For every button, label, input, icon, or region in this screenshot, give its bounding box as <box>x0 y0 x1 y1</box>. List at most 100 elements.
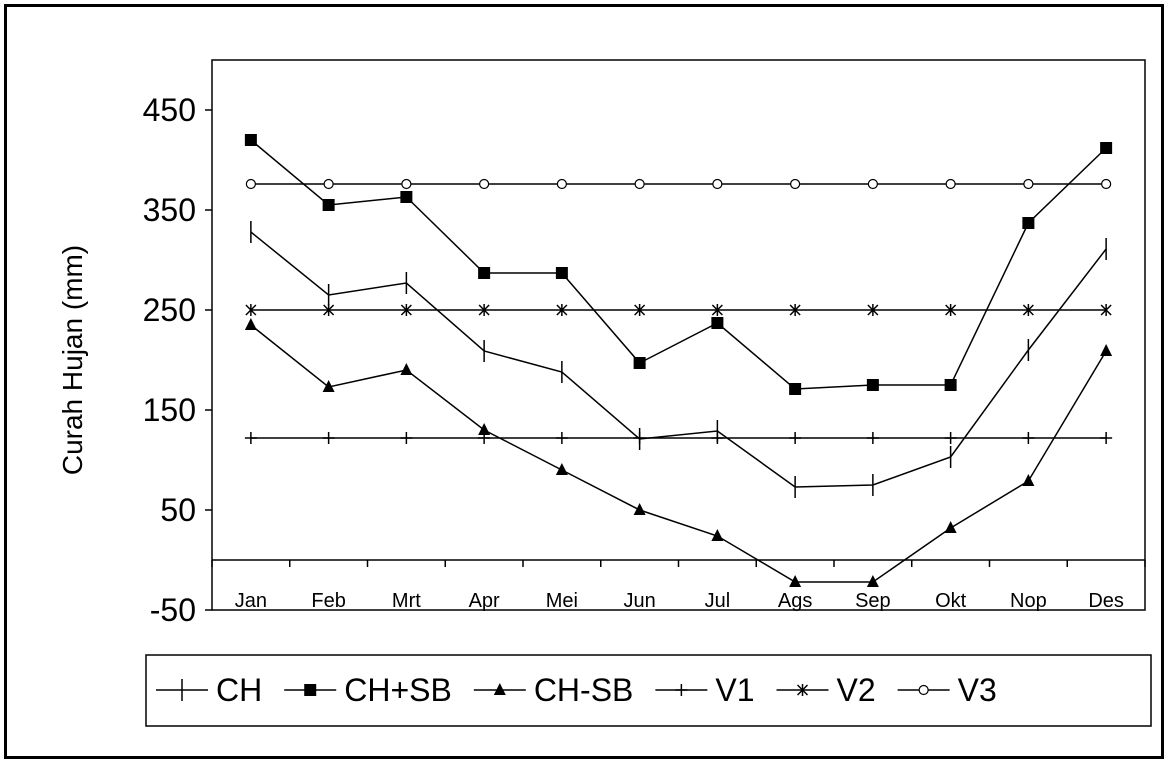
point-v2 <box>634 304 646 316</box>
point-ch-plus-sb <box>633 357 646 369</box>
point-v2 <box>945 304 957 316</box>
y-tick-label: -50 <box>150 592 196 628</box>
point-v3 <box>867 178 878 190</box>
point-v1 <box>555 432 568 444</box>
point-ch-sb <box>478 423 491 435</box>
point-ch-plus-sb <box>1100 142 1113 154</box>
x-tick-label: Jul <box>705 590 731 612</box>
point-v2 <box>789 304 801 316</box>
point-v3 <box>556 178 567 190</box>
series-v1 <box>244 432 1113 444</box>
legend-item-ch-sb: CH-SB <box>473 672 634 708</box>
legend-marker <box>493 683 506 695</box>
plot-area <box>211 59 1146 611</box>
x-tick-label: Sep <box>855 590 891 612</box>
point-v1 <box>866 432 879 444</box>
point-v2 <box>711 304 723 316</box>
legend-label: CH+SB <box>344 672 452 708</box>
y-axis-title: Curah Hujan (mm) <box>57 245 88 475</box>
point-v3 <box>1101 178 1112 190</box>
y-tick-label: 350 <box>143 192 196 228</box>
point-v1 <box>1022 432 1035 444</box>
point-v2 <box>1022 304 1034 316</box>
point-ch-sb <box>633 503 646 515</box>
y-tick-label: 250 <box>143 292 196 328</box>
point-v2 <box>1100 304 1112 316</box>
point-v1 <box>944 432 957 444</box>
point-ch-sb <box>866 575 879 587</box>
legend-item-ch-plus-sb: CH+SB <box>284 672 452 708</box>
point-v2 <box>245 304 257 316</box>
legend-label: CH <box>216 672 262 708</box>
legend-item-v3: V3 <box>897 672 997 708</box>
point-ch-sb <box>555 463 568 475</box>
x-tick-label: Mei <box>546 590 578 612</box>
point-ch-sb <box>711 529 724 541</box>
x-tick-label: Nop <box>1010 590 1047 612</box>
point-v2 <box>556 304 568 316</box>
point-ch-plus-sb <box>944 379 957 391</box>
point-ch-plus-sb <box>1022 217 1035 229</box>
point-v2 <box>400 304 412 316</box>
point-ch-sb <box>944 521 957 533</box>
x-tick-label: Jun <box>624 590 656 612</box>
series-line-ch <box>250 231 1107 488</box>
point-ch-plus-sb <box>789 383 802 395</box>
point-v2 <box>478 304 490 316</box>
series-ch <box>250 221 1107 498</box>
point-ch-plus-sb <box>866 379 879 391</box>
legend: CH CH+SB CH-SB V1 V2 V3 <box>145 654 1152 727</box>
point-v3 <box>479 178 490 190</box>
point-ch-plus-sb <box>244 134 257 146</box>
point-ch-sb <box>1100 344 1113 356</box>
point-v3 <box>401 178 412 190</box>
point-v3 <box>945 178 956 190</box>
chart-frame <box>4 4 1164 759</box>
point-v1 <box>478 432 491 444</box>
x-tick-label: Jan <box>235 590 267 612</box>
point-ch-plus-sb <box>711 317 724 329</box>
point-v3 <box>323 178 334 190</box>
x-tick-label: Mrt <box>392 590 421 612</box>
point-v1 <box>711 432 724 444</box>
point-v1 <box>400 432 413 444</box>
legend-label: CH-SB <box>534 672 634 708</box>
point-ch-sb <box>1022 474 1035 486</box>
y-tick-label: 450 <box>143 92 196 128</box>
series-line-ch-plus-sb <box>250 139 1107 390</box>
point-v1 <box>789 432 802 444</box>
point-v1 <box>244 432 257 444</box>
point-v3 <box>634 178 645 190</box>
point-v1 <box>633 432 646 444</box>
point-ch-sb <box>322 380 335 392</box>
point-v2 <box>867 304 879 316</box>
legend-marker <box>304 684 317 696</box>
point-ch-plus-sb <box>555 267 568 279</box>
legend-label: V3 <box>958 672 997 708</box>
series-ch-sb <box>244 318 1113 587</box>
series-layer <box>244 134 1113 587</box>
legend-label: V1 <box>715 672 754 708</box>
point-ch-plus-sb <box>322 199 335 211</box>
point-ch-plus-sb <box>400 191 413 203</box>
legend-item-v2: V2 <box>776 672 876 708</box>
point-ch-plus-sb <box>478 267 491 279</box>
x-tick-label: Des <box>1088 590 1124 612</box>
point-v1 <box>1100 432 1113 444</box>
axis-layer: 450 350 250 150 50 -50 Jan Feb Mrt Apr Mei Jun Jul Ag… <box>143 59 1146 628</box>
point-v3 <box>790 178 801 190</box>
x-tick-label: Feb <box>311 590 345 612</box>
legend-label: V2 <box>837 672 876 708</box>
legend-marker <box>796 684 809 696</box>
y-tick-label: 50 <box>160 492 196 528</box>
legend-marker <box>918 684 929 696</box>
legend-marker <box>675 684 688 696</box>
point-v3 <box>1023 178 1034 190</box>
series-v2 <box>245 304 1112 316</box>
point-v1 <box>322 432 335 444</box>
series-line-ch-sb <box>250 324 1107 583</box>
x-tick-label: Apr <box>469 590 500 612</box>
series-v3 <box>245 178 1112 190</box>
y-tick-label: 150 <box>143 392 196 428</box>
